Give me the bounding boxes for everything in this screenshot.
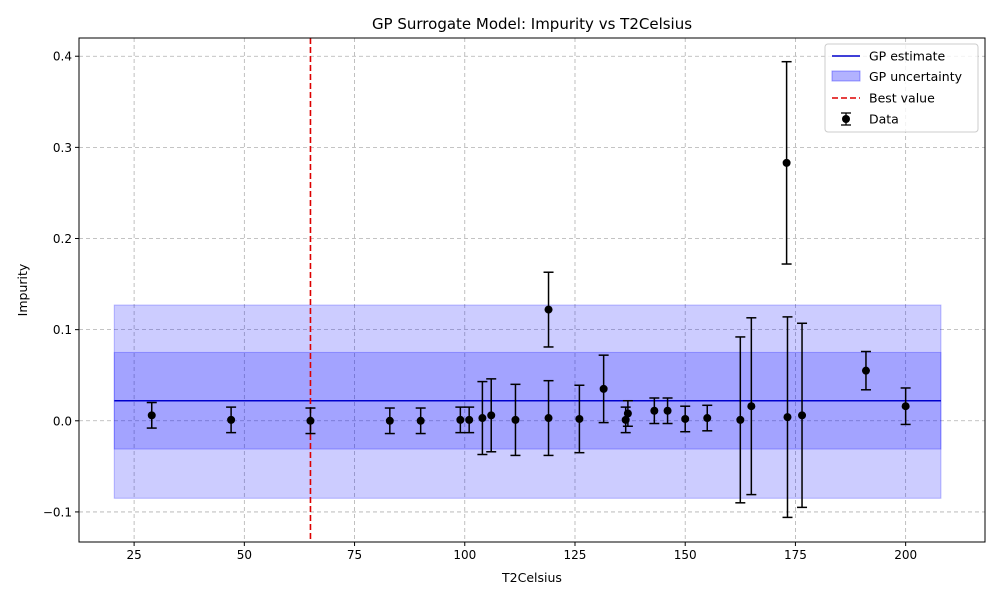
x-tick-label: 50: [237, 548, 252, 562]
data-point: [649, 397, 660, 425]
x-tick-label: 100: [453, 548, 476, 562]
data-point: [782, 316, 793, 519]
data-marker: [544, 305, 553, 314]
data-point: [860, 350, 871, 391]
data-marker: [385, 416, 394, 425]
data-marker: [456, 415, 465, 424]
data-marker: [663, 406, 672, 415]
data-point: [384, 407, 395, 435]
data-point: [510, 383, 521, 457]
gp-uncertainty-band: [113, 304, 942, 499]
data-point: [543, 271, 554, 348]
data-marker: [227, 415, 236, 424]
data-marker: [511, 415, 520, 424]
data-point: [455, 406, 466, 434]
legend-gp-uncertainty-label: GP uncertainty: [869, 69, 963, 84]
data-point: [415, 407, 426, 435]
data-marker: [306, 416, 315, 425]
x-tick-label: 125: [564, 548, 587, 562]
data-marker: [861, 366, 870, 375]
plot-frame: [78, 37, 986, 543]
data-marker: [747, 402, 756, 411]
data-marker: [650, 406, 659, 415]
data-marker: [147, 411, 156, 420]
data-point: [781, 60, 792, 265]
data-point: [305, 407, 316, 435]
data-point: [900, 387, 911, 426]
y-tick-label: 0.2: [53, 232, 72, 246]
data-point: [477, 380, 488, 456]
data-point: [735, 336, 746, 504]
data-point: [746, 317, 757, 496]
y-axis-title: Impurity: [15, 263, 30, 316]
legend-data-label: Data: [869, 112, 899, 127]
data-marker: [798, 411, 807, 420]
y-tick-label: 0.4: [53, 50, 72, 64]
data-marker: [901, 402, 910, 411]
x-axis-title: T2Celsius: [501, 570, 562, 585]
data-marker: [783, 413, 792, 422]
data-point: [464, 406, 475, 434]
legend-gp-uncertainty-swatch: [831, 70, 861, 82]
data-marker: [465, 415, 474, 424]
data-marker: [599, 384, 608, 393]
data-point: [574, 384, 585, 454]
data-point: [543, 379, 554, 457]
data-point: [226, 406, 237, 434]
data-marker: [416, 416, 425, 425]
chart-title: GP Surrogate Model: Impurity vs T2Celsiu…: [372, 15, 692, 33]
axis-ticks: 25 50 75 100 125 150 175 200 −0.1 0.0 0.1 0.2 0.3 0.4: [43, 50, 917, 562]
x-tick-label: 175: [784, 548, 807, 562]
x-tick-label: 75: [347, 548, 362, 562]
data-marker: [782, 158, 791, 167]
data-marker: [703, 414, 712, 423]
legend-box: [824, 43, 979, 133]
data-marker: [487, 411, 496, 420]
legend-data-swatch: [841, 112, 851, 126]
data-points: [146, 60, 911, 519]
data-point: [662, 397, 673, 425]
y-tick-label: −0.1: [43, 505, 72, 519]
legend-best-value-label: Best value: [869, 91, 935, 106]
data-marker: [681, 414, 690, 423]
data-point: [622, 399, 633, 428]
x-tick-label: 200: [894, 548, 917, 562]
x-tick-label: 25: [126, 548, 141, 562]
data-point: [797, 322, 808, 509]
data-marker: [736, 415, 745, 424]
x-tick-label: 150: [674, 548, 697, 562]
legend-gp-estimate-label: GP estimate: [869, 49, 946, 64]
data-point: [598, 354, 609, 424]
data-point: [702, 404, 713, 432]
y-tick-label: 0.3: [53, 141, 72, 155]
data-marker: [623, 409, 632, 418]
data-marker: [478, 414, 487, 423]
data-marker: [544, 414, 553, 423]
data-point: [486, 378, 497, 453]
gp-uncertainty-band-outer: [113, 304, 942, 499]
y-tick-label: 0.0: [53, 414, 72, 428]
legend: GP estimate GP uncertainty Best value Da…: [824, 43, 979, 133]
data-marker: [575, 414, 584, 423]
y-tick-label: 0.1: [53, 323, 72, 337]
data-point: [146, 401, 157, 429]
data-point: [680, 405, 691, 433]
